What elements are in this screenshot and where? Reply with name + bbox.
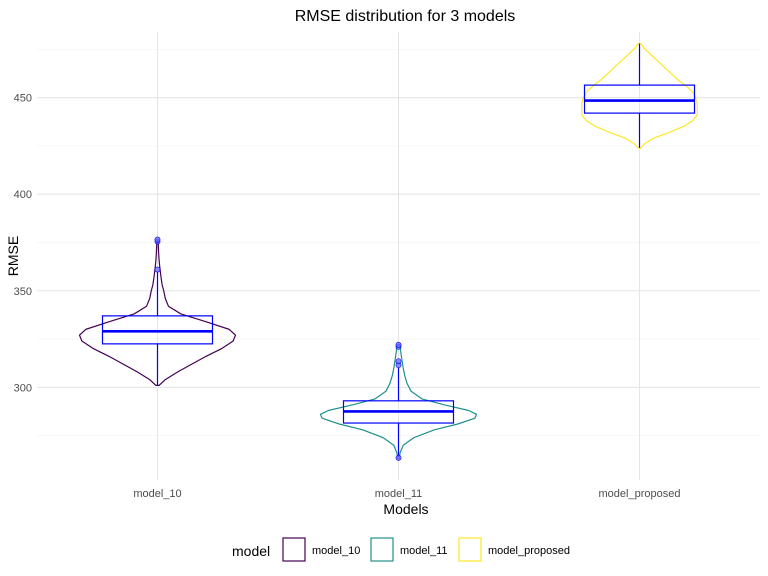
boxplot-layer bbox=[101, 43, 696, 461]
x-tick-label: model_11 bbox=[375, 488, 423, 500]
y-tick-label: 450 bbox=[14, 93, 32, 105]
chart-title: RMSE distribution for 3 models bbox=[295, 8, 516, 25]
y-tick-label: 350 bbox=[14, 286, 32, 298]
outlier-point bbox=[395, 358, 402, 365]
y-tick-label: 400 bbox=[14, 189, 32, 201]
outlier-point bbox=[154, 236, 161, 243]
x-tick-label: model_proposed bbox=[599, 488, 681, 500]
outlier-point bbox=[395, 341, 402, 348]
violin-layer bbox=[78, 42, 698, 460]
legend: model model_10 model_11 model_proposed bbox=[232, 537, 570, 562]
legend-label: model_11 bbox=[400, 545, 448, 557]
outlier-point bbox=[154, 266, 161, 273]
box-model_10 bbox=[101, 315, 214, 345]
x-tick-label: model_10 bbox=[133, 488, 181, 500]
legend-key-model_proposed bbox=[458, 537, 482, 562]
x-axis-title: Models bbox=[383, 501, 428, 517]
legend-label: model_proposed bbox=[488, 545, 570, 557]
legend-key-model_10 bbox=[282, 537, 306, 562]
y-axis-title: RMSE bbox=[5, 236, 21, 276]
y-axis-ticks: 300 350 400 450 bbox=[14, 93, 32, 395]
x-axis-ticks: model_10 model_11 model_proposed bbox=[133, 488, 680, 500]
violin-model_proposed bbox=[581, 42, 698, 149]
legend-title: model bbox=[232, 543, 270, 559]
grid-lines bbox=[37, 32, 760, 480]
box-model_proposed bbox=[583, 84, 696, 114]
legend-label: model_10 bbox=[312, 545, 360, 557]
outlier-point bbox=[395, 454, 402, 461]
legend-key-model_11 bbox=[370, 537, 394, 562]
y-tick-label: 300 bbox=[14, 382, 32, 394]
